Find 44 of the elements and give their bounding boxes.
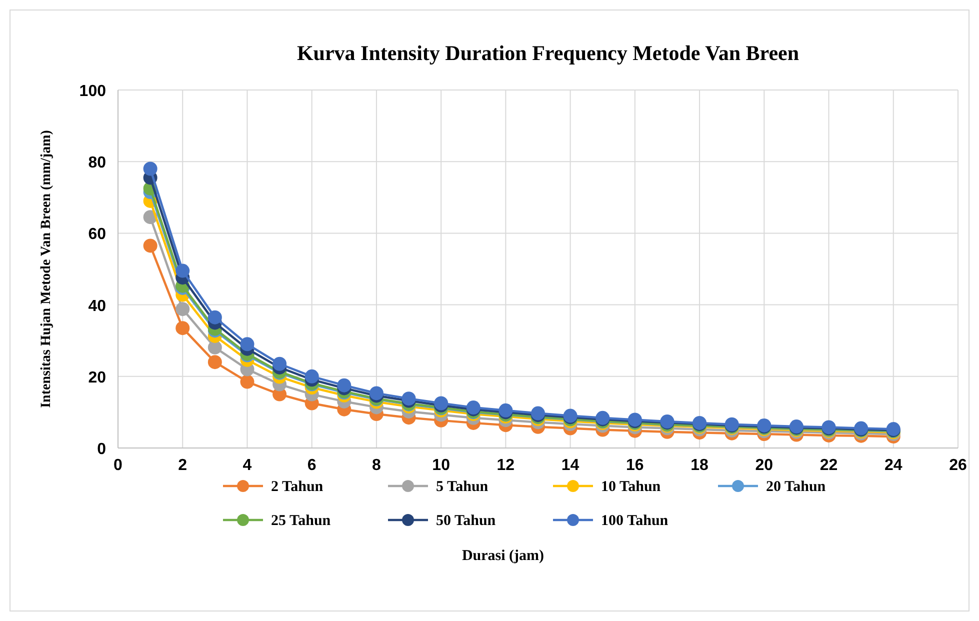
x-tick-label: 22 — [820, 457, 838, 474]
x-tick-label: 8 — [372, 457, 382, 474]
x-tick-label: 12 — [496, 457, 515, 474]
point — [240, 374, 254, 389]
point — [337, 378, 352, 392]
x-axis-title: Durasi (jam) — [462, 548, 544, 564]
y-axis-title: Intensitas Hujan Metode Van Breen (mm/jam) — [39, 130, 54, 408]
x-tick-label: 16 — [626, 457, 644, 474]
x-tick-label: 0 — [114, 457, 123, 474]
point — [176, 264, 190, 278]
point — [304, 369, 319, 384]
legend-label: 5 Tahun — [436, 479, 489, 495]
point — [369, 386, 384, 400]
y-tick-label: 20 — [88, 369, 106, 386]
x-tick-label: 6 — [307, 457, 316, 474]
x-tick-label: 10 — [432, 457, 450, 474]
x-tick-label: 14 — [561, 457, 580, 474]
y-tick-label: 60 — [88, 226, 106, 244]
point — [176, 302, 190, 316]
point — [240, 337, 254, 352]
x-tick-label: 4 — [242, 457, 252, 474]
legend-label: 50 Tahun — [436, 513, 496, 529]
y-tick-label: 100 — [79, 83, 106, 100]
point — [272, 356, 287, 371]
point — [208, 355, 222, 370]
legend-label: 10 Tahun — [601, 479, 662, 495]
x-tick-label: 20 — [755, 457, 774, 474]
legend-label: 20 Tahun — [766, 479, 826, 495]
legend-label: 100 Tahun — [601, 513, 669, 529]
point — [176, 321, 190, 336]
x-tick-label: 24 — [884, 457, 902, 474]
x-tick-label: 18 — [690, 457, 709, 474]
chart-title: Kurva Intensity Duration Frequency Metode Van Breen — [296, 41, 800, 65]
point — [208, 340, 222, 354]
y-tick-label: 80 — [88, 154, 106, 172]
point — [208, 310, 222, 324]
point — [143, 162, 158, 176]
point — [143, 238, 158, 253]
x-tick-label: 2 — [178, 457, 188, 474]
legend-label: 25 Tahun — [271, 513, 332, 529]
x-tick-label: 26 — [949, 457, 967, 474]
y-tick-label: 40 — [88, 298, 106, 315]
y-tick-label: 0 — [97, 441, 106, 458]
legend-label: 2 Tahun — [271, 479, 324, 495]
